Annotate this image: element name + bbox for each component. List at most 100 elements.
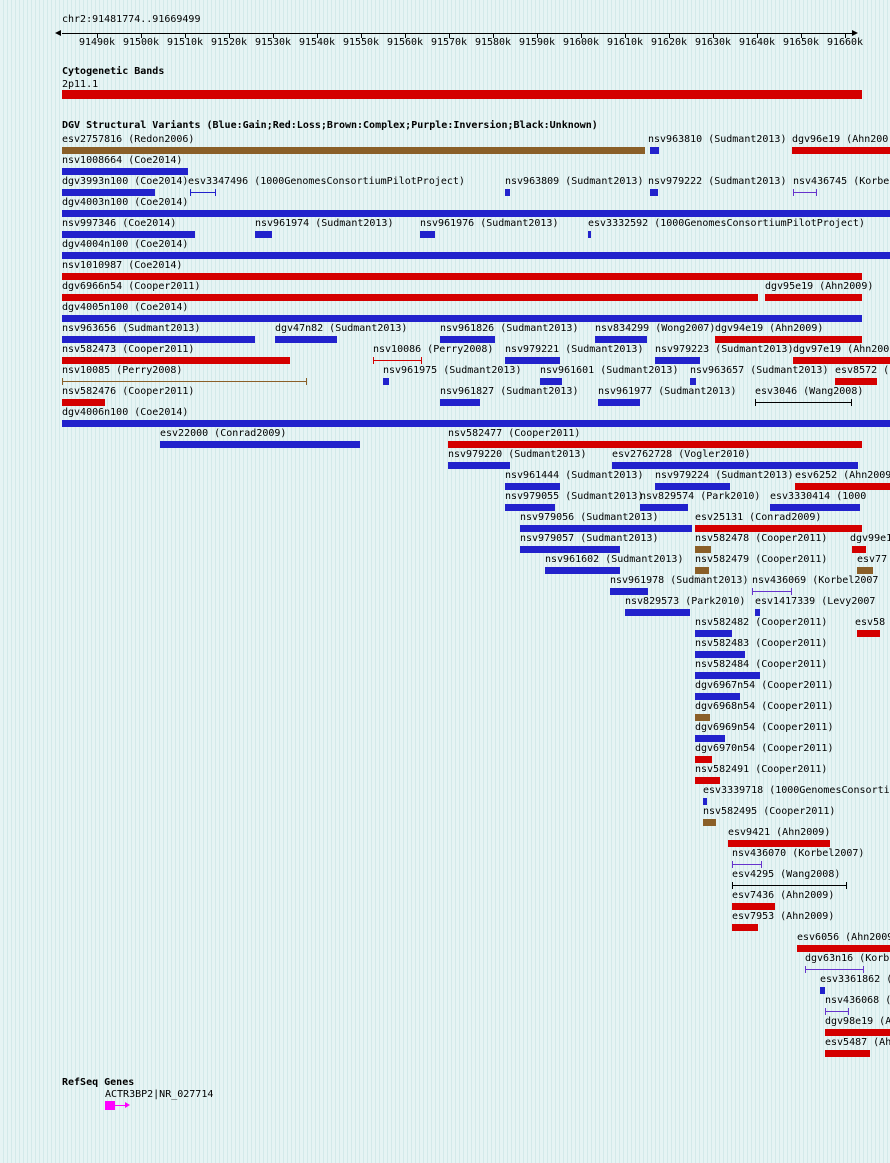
variant-label[interactable]: esv5487 (Ah xyxy=(825,1037,890,1048)
variant-label[interactable]: nsv582479 (Cooper2011) xyxy=(695,554,828,565)
variant-label[interactable]: esv3330414 (1000 xyxy=(770,491,867,502)
variant-bar[interactable] xyxy=(62,147,645,154)
variant-bar[interactable] xyxy=(695,546,711,553)
variant-bar[interactable] xyxy=(448,441,862,448)
variant-label[interactable]: nsv979055 (Sudmant2013) xyxy=(505,491,644,502)
variant-bar[interactable] xyxy=(852,546,866,553)
variant-label[interactable]: nsv961977 (Sudmant2013) xyxy=(598,386,737,397)
variant-label[interactable]: nsv582476 (Cooper2011) xyxy=(62,386,195,397)
variant-bar[interactable] xyxy=(62,420,890,427)
variant-label[interactable]: nsv436070 (Korbel2007) xyxy=(732,848,865,859)
variant-bar[interactable] xyxy=(383,378,389,385)
variant-bar[interactable] xyxy=(857,567,873,574)
variant-label[interactable]: nsv829573 (Park2010) xyxy=(625,596,746,607)
variant-label[interactable]: esv7436 (Ahn2009) xyxy=(732,890,835,901)
variant-bar[interactable] xyxy=(857,630,880,637)
variant-bar[interactable] xyxy=(752,588,792,595)
variant-bar[interactable] xyxy=(770,504,860,511)
variant-bar[interactable] xyxy=(695,735,725,742)
variant-bar[interactable] xyxy=(695,777,720,784)
cytoband-bar[interactable] xyxy=(62,90,862,99)
variant-label[interactable]: nsv582495 (Cooper2011) xyxy=(703,806,836,817)
variant-label[interactable]: nsv963809 (Sudmant2013) xyxy=(505,176,644,187)
variant-label[interactable]: dgv63n16 (Korb xyxy=(805,953,890,964)
variant-bar[interactable] xyxy=(695,525,862,532)
variant-label[interactable]: nsv961975 (Sudmant2013) xyxy=(383,365,522,376)
variant-bar[interactable] xyxy=(825,1050,870,1057)
variant-bar[interactable] xyxy=(825,1029,890,1036)
variant-label[interactable]: esv3332592 (1000GenomesConsortiumPilotPr… xyxy=(588,218,865,229)
variant-label[interactable]: esv58 xyxy=(855,617,886,628)
variant-label[interactable]: nsv997346 (Coe2014) xyxy=(62,218,177,229)
variant-label[interactable]: esv77 xyxy=(857,554,888,565)
variant-bar[interactable] xyxy=(695,693,740,700)
variant-label[interactable]: nsv961601 (Sudmant2013) xyxy=(540,365,679,376)
variant-label[interactable]: esv3361862 ( xyxy=(820,974,890,985)
variant-bar[interactable] xyxy=(160,441,360,448)
variant-bar[interactable] xyxy=(62,273,862,280)
variant-label[interactable]: nsv582473 (Cooper2011) xyxy=(62,344,195,355)
variant-bar[interactable] xyxy=(825,1008,849,1015)
variant-bar[interactable] xyxy=(820,987,825,994)
variant-bar[interactable] xyxy=(765,294,862,301)
variant-bar[interactable] xyxy=(440,399,480,406)
variant-label[interactable]: dgv94e19 (Ahn2009) xyxy=(715,323,824,334)
variant-label[interactable]: nsv582483 (Cooper2011) xyxy=(695,638,828,649)
variant-bar[interactable] xyxy=(625,609,690,616)
variant-bar[interactable] xyxy=(640,504,688,511)
variant-bar[interactable] xyxy=(62,210,890,217)
variant-label[interactable]: nsv829574 (Park2010) xyxy=(640,491,761,502)
variant-bar[interactable] xyxy=(62,294,758,301)
variant-label[interactable]: nsv961976 (Sudmant2013) xyxy=(420,218,559,229)
variant-label[interactable]: esv8572 ( xyxy=(835,365,890,376)
variant-label[interactable]: nsv10086 (Perry2008) xyxy=(373,344,494,355)
variant-bar[interactable] xyxy=(255,231,272,238)
variant-label[interactable]: esv3347496 (1000GenomesConsortiumPilotPr… xyxy=(188,176,465,187)
variant-label[interactable]: dgv6968n54 (Cooper2011) xyxy=(695,701,834,712)
variant-bar[interactable] xyxy=(62,378,307,385)
variant-bar[interactable] xyxy=(420,231,435,238)
variant-label[interactable]: nsv961978 (Sudmant2013) xyxy=(610,575,749,586)
variant-label[interactable]: dgv98e19 (A xyxy=(825,1016,890,1027)
variant-label[interactable]: dgv99e1 xyxy=(850,533,890,544)
variant-bar[interactable] xyxy=(755,609,760,616)
variant-label[interactable]: nsv979223 (Sudmant2013) xyxy=(655,344,794,355)
variant-label[interactable]: esv6252 (Ahn2009 xyxy=(795,470,890,481)
variant-bar[interactable] xyxy=(612,462,858,469)
variant-bar[interactable] xyxy=(695,567,709,574)
variant-label[interactable]: esv2762728 (Vogler2010) xyxy=(612,449,751,460)
variant-bar[interactable] xyxy=(695,714,710,721)
variant-bar[interactable] xyxy=(545,567,620,574)
variant-label[interactable]: nsv582477 (Cooper2011) xyxy=(448,428,581,439)
variant-bar[interactable] xyxy=(62,252,890,259)
variant-bar[interactable] xyxy=(373,357,422,364)
variant-label[interactable]: nsv582484 (Cooper2011) xyxy=(695,659,828,670)
variant-label[interactable]: esv25131 (Conrad2009) xyxy=(695,512,822,523)
variant-label[interactable]: nsv436745 (Korbe xyxy=(793,176,890,187)
variant-label[interactable]: nsv582478 (Cooper2011) xyxy=(695,533,828,544)
variant-bar[interactable] xyxy=(703,819,716,826)
variant-label[interactable]: nsv961826 (Sudmant2013) xyxy=(440,323,579,334)
variant-label[interactable]: dgv95e19 (Ahn2009) xyxy=(765,281,874,292)
variant-label[interactable]: nsv979224 (Sudmant2013) xyxy=(655,470,794,481)
variant-label[interactable]: nsv979221 (Sudmant2013) xyxy=(505,344,644,355)
variant-bar[interactable] xyxy=(732,882,847,889)
variant-label[interactable]: dgv3993n100 (Coe2014) xyxy=(62,176,189,187)
variant-bar[interactable] xyxy=(505,357,560,364)
variant-bar[interactable] xyxy=(690,378,696,385)
variant-label[interactable]: dgv4003n100 (Coe2014) xyxy=(62,197,189,208)
variant-bar[interactable] xyxy=(62,399,105,406)
variant-bar[interactable] xyxy=(62,315,862,322)
variant-label[interactable]: esv1417339 (Levy2007 xyxy=(755,596,876,607)
variant-label[interactable]: nsv961602 (Sudmant2013) xyxy=(545,554,684,565)
variant-bar[interactable] xyxy=(505,189,510,196)
variant-label[interactable]: nsv582482 (Cooper2011) xyxy=(695,617,828,628)
variant-bar[interactable] xyxy=(588,231,591,238)
variant-label[interactable]: nsv963657 (Sudmant2013) xyxy=(690,365,829,376)
variant-label[interactable]: esv6056 (Ahn2009 xyxy=(797,932,890,943)
variant-bar[interactable] xyxy=(732,924,758,931)
variant-bar[interactable] xyxy=(835,378,877,385)
variant-bar[interactable] xyxy=(650,147,659,154)
variant-label[interactable]: dgv6967n54 (Cooper2011) xyxy=(695,680,834,691)
variant-bar[interactable] xyxy=(505,483,560,490)
